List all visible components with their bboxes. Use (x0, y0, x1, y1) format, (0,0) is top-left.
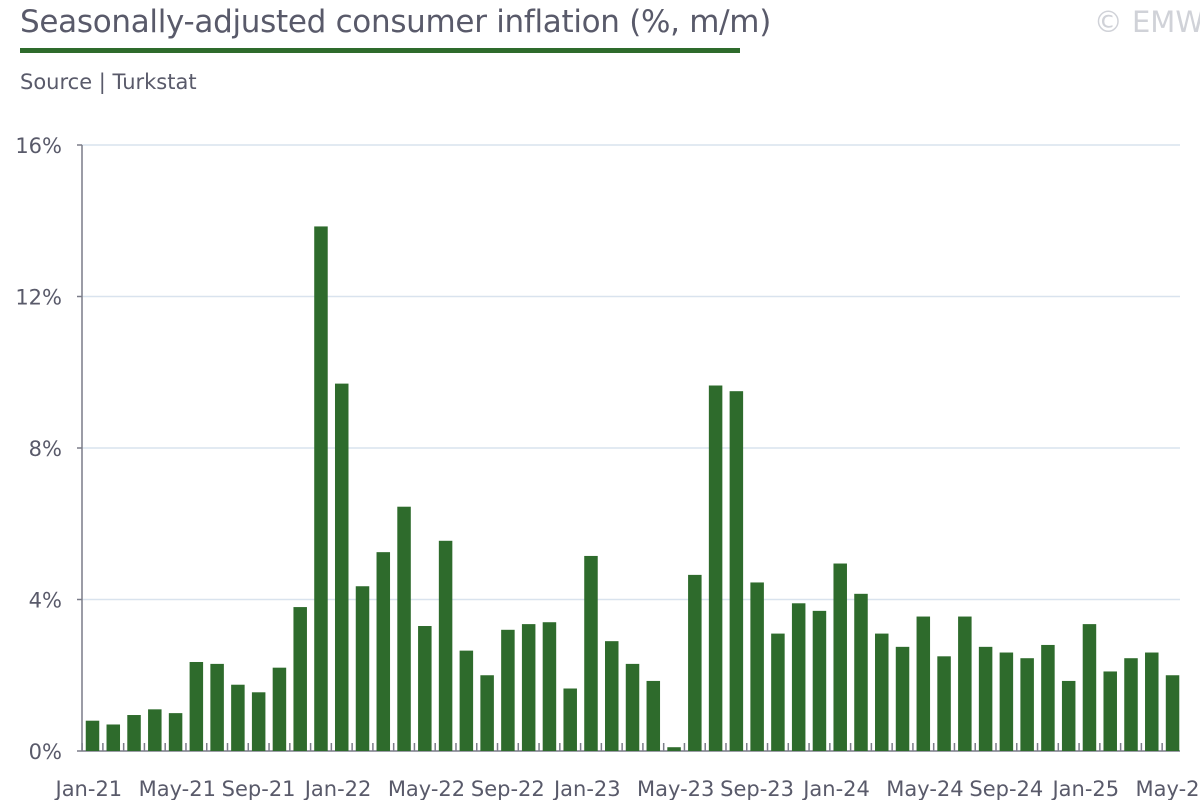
bar-jul-24 (958, 616, 972, 751)
chart-title: Seasonally-adjusted consumer inflation (… (20, 4, 772, 40)
bar-nov-24 (1041, 644, 1055, 751)
x-tick-label: May-25 (1136, 777, 1200, 800)
bar-oct-24 (1020, 658, 1034, 751)
bar-may-22 (418, 626, 432, 751)
bar-jul-22 (459, 650, 474, 751)
bar-dec-21 (314, 226, 328, 751)
gridlines (82, 144, 1180, 601)
bar-dec-22 (563, 688, 577, 751)
bar-may-25 (1165, 675, 1180, 751)
bar-mar-23 (625, 663, 640, 751)
x-tick-label: Sep-24 (969, 777, 1043, 800)
bar-jan-24 (833, 563, 847, 751)
bar-jul-21 (210, 663, 224, 751)
x-tick-label: May-23 (637, 777, 714, 800)
x-tick-label: Jan-22 (303, 777, 372, 800)
bar-aug-24 (978, 646, 993, 751)
x-tick-label: Jan-21 (54, 777, 123, 800)
x-tick-label: May-22 (388, 777, 465, 800)
bar-may-24 (916, 616, 931, 751)
bar-sep-24 (999, 652, 1014, 751)
bar-apr-24 (895, 646, 910, 751)
bar-mar-22 (376, 552, 391, 751)
bar-nov-23 (791, 603, 806, 751)
copyright-watermark: © EMW (1093, 5, 1200, 39)
x-tick-label: Jan-23 (552, 777, 621, 800)
bar-dec-23 (812, 610, 827, 751)
x-tick-labels: Jan-21 May-21 Sep-21 Jan-22 May-22 Sep-22 Jan-… (54, 777, 1200, 800)
x-tick-label: Jan-24 (801, 777, 870, 800)
bar-jun-23 (688, 574, 702, 751)
bars (85, 226, 1180, 751)
bar-jan-25 (1082, 624, 1097, 751)
y-tick-label: 12% (15, 286, 62, 310)
bar-aug-21 (231, 684, 245, 751)
bar-may-21 (168, 713, 183, 751)
bar-oct-22 (521, 624, 536, 751)
bar-feb-23 (605, 641, 619, 751)
bar-sep-23 (750, 582, 764, 751)
bar-mar-24 (875, 633, 889, 751)
y-tick-label: 4% (29, 589, 62, 613)
bar-aug-23 (729, 391, 744, 751)
bar-sep-21 (251, 692, 266, 751)
source-note: Source | Turkstat (20, 70, 197, 94)
x-tick-label: May-21 (139, 777, 216, 800)
y-tick-label: 8% (29, 437, 62, 461)
bar-apr-23 (646, 680, 661, 751)
bar-jan-21 (85, 720, 100, 751)
bar-oct-23 (771, 633, 785, 751)
x-tick-label: May-24 (886, 777, 963, 800)
bar-apr-22 (397, 506, 411, 751)
bar-may-23 (667, 747, 681, 751)
bar-nov-21 (293, 607, 307, 751)
x-tick-label: Sep-22 (471, 777, 545, 800)
bar-sep-22 (501, 629, 515, 751)
title-underline (20, 48, 740, 53)
bar-feb-21 (106, 724, 121, 751)
bar-jun-24 (937, 656, 951, 751)
bar-aug-22 (480, 675, 494, 751)
y-tick-label: 0% (29, 740, 62, 764)
bar-jul-23 (708, 385, 723, 751)
bar-nov-22 (542, 622, 557, 751)
bar-apr-25 (1145, 652, 1159, 751)
bar-jan-22 (334, 383, 349, 751)
x-tick-label: Jan-25 (1050, 777, 1119, 800)
y-tick-labels: 0% 4% 8% 12% 16% (15, 134, 62, 764)
y-tick-label: 16% (15, 134, 62, 158)
bar-feb-25 (1103, 671, 1117, 751)
x-tick-label: Sep-23 (720, 777, 794, 800)
bar-jan-23 (584, 555, 598, 751)
bar-jun-21 (189, 661, 204, 751)
bar-mar-25 (1124, 658, 1138, 751)
bar-feb-22 (355, 586, 370, 751)
x-tick-label: Sep-21 (222, 777, 296, 800)
bar-feb-24 (854, 593, 868, 751)
bar-apr-21 (148, 709, 162, 751)
bar-oct-21 (272, 667, 287, 751)
bar-jun-22 (438, 540, 453, 751)
bar-mar-21 (127, 715, 141, 751)
bar-dec-24 (1061, 680, 1076, 751)
